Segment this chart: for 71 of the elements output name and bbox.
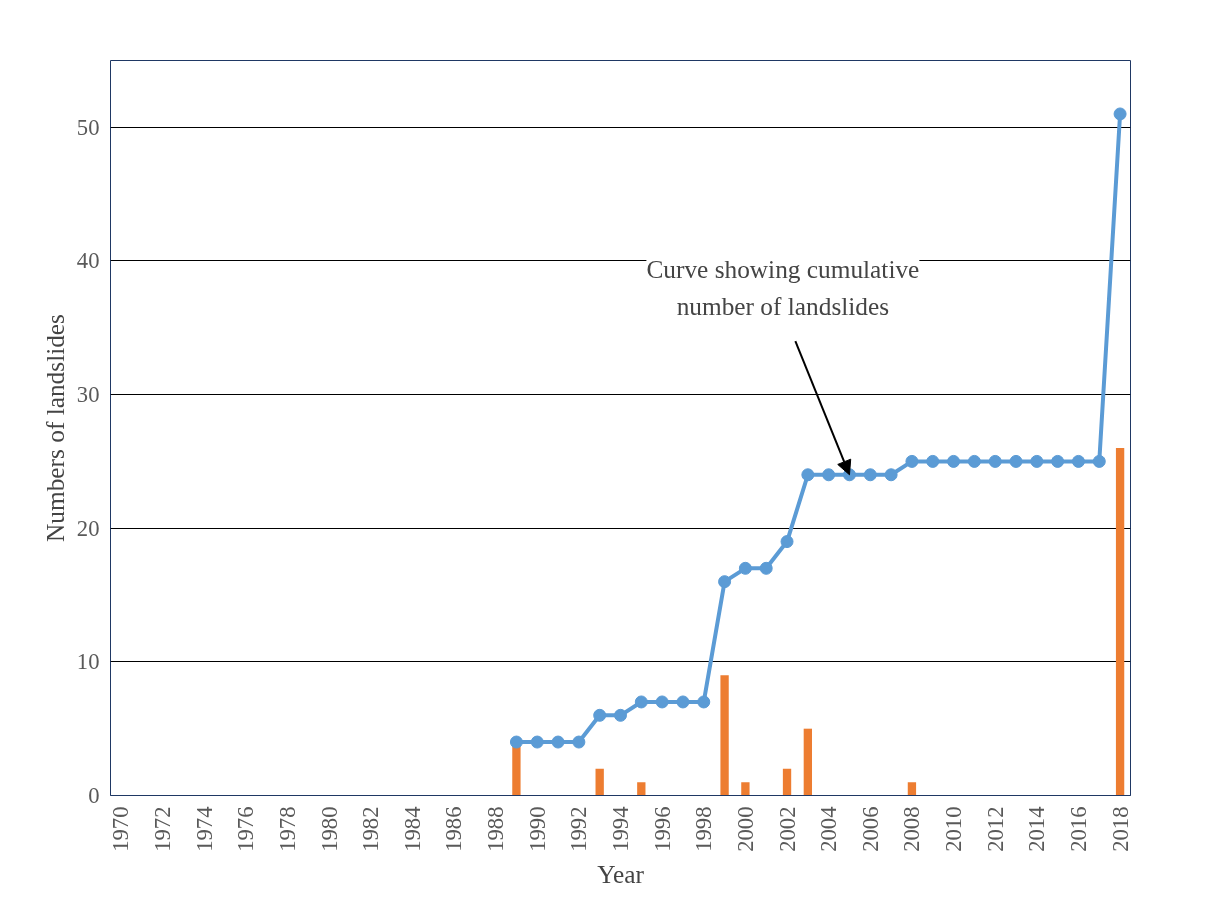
bar	[803, 728, 813, 796]
point	[988, 454, 1002, 468]
bar	[720, 675, 729, 796]
x-tick-label: 1984	[399, 806, 425, 852]
point	[759, 561, 773, 575]
x-tick-label: 2016	[1065, 806, 1091, 852]
y-tick-label: 20	[76, 515, 100, 541]
x-tick-label: 1976	[233, 806, 259, 852]
x-tick-label: 1982	[358, 806, 384, 852]
point	[1009, 454, 1023, 468]
x-tick-label: 2014	[1024, 806, 1050, 852]
x-tick-label: 1998	[691, 806, 717, 852]
point	[780, 535, 794, 549]
point	[863, 468, 877, 482]
point	[926, 454, 940, 468]
x-tick-label: 2012	[982, 806, 1008, 852]
x-tick-label: 2000	[732, 806, 758, 852]
x-tick-label: 2008	[899, 806, 925, 852]
point	[1113, 107, 1127, 121]
point	[905, 454, 919, 468]
x-tick-label: 2006	[857, 806, 883, 852]
x-tick-label: 1970	[108, 806, 134, 852]
x-tick-label: 1994	[608, 806, 633, 852]
point	[1071, 454, 1085, 468]
point	[884, 468, 898, 482]
point	[1030, 454, 1044, 468]
point	[593, 708, 607, 722]
x-tick-label: 2002	[774, 806, 800, 852]
bar	[1115, 448, 1125, 796]
x-tick-label: 1978	[274, 806, 300, 852]
point	[655, 695, 669, 709]
point	[967, 454, 981, 468]
y-tick-label: 30	[76, 382, 100, 408]
y-axis-title: Numbers of landslides	[40, 314, 69, 542]
point	[738, 561, 752, 575]
x-tick-label: 1986	[441, 806, 467, 852]
y-tick-label: 40	[76, 248, 100, 274]
point	[572, 735, 586, 749]
y-tick-label: 10	[76, 649, 100, 675]
x-tick-label: 1992	[566, 806, 592, 852]
point	[676, 695, 690, 709]
x-tick-label: 2010	[941, 806, 967, 852]
x-tick-label: 1990	[524, 806, 550, 852]
bar	[741, 782, 750, 796]
point	[1051, 454, 1065, 468]
x-tick-label: 1974	[191, 806, 217, 852]
point	[801, 468, 815, 482]
point	[947, 454, 961, 468]
bar	[595, 768, 604, 796]
point	[614, 708, 627, 722]
x-tick-label: 2004	[816, 806, 842, 852]
bar	[637, 782, 646, 796]
point	[1092, 454, 1106, 468]
point	[634, 695, 648, 709]
x-tick-label: 1972	[150, 806, 176, 852]
x-tick-label: 2018	[1107, 806, 1133, 852]
point	[822, 468, 836, 482]
point	[697, 695, 711, 709]
y-tick-label: 50	[76, 114, 100, 140]
bar	[782, 768, 792, 796]
bar	[907, 782, 917, 796]
point	[718, 575, 732, 589]
point	[509, 735, 523, 749]
x-tick-label: 1996	[649, 806, 675, 852]
annotation: Curve showing cumulative number of landslides	[646, 255, 920, 320]
point	[530, 735, 544, 749]
x-tick-label: 1980	[316, 806, 342, 852]
y-tick-label: 0	[88, 783, 100, 808]
x-tick-label: 1988	[483, 806, 509, 852]
point	[551, 735, 565, 749]
x-axis-title: Year	[597, 859, 645, 888]
